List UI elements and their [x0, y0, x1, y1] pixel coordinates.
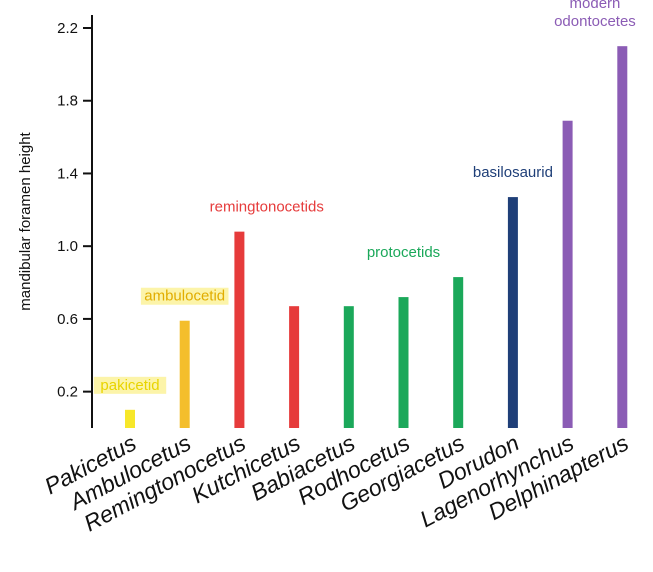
bar-pakicetus: [125, 409, 135, 428]
bar-kutchicetus: [289, 306, 300, 428]
axis-group: mandibular foramen height: [17, 15, 93, 428]
group-label-pakicetid: pakicetid: [100, 377, 159, 394]
y-tick-label: 2.2: [57, 20, 78, 37]
bars-group: [125, 46, 628, 429]
group-label-protocetids: protocetids: [367, 244, 440, 261]
bar-georgiacetus: [453, 277, 464, 428]
bar-delphinapterus: [617, 46, 628, 428]
group-label-highlight: [140, 287, 229, 305]
bar-lagenorhynchus: [562, 120, 573, 429]
y-axis-label: mandibular foramen height: [17, 131, 34, 310]
group-label-modern-odontocetes: modern odontocetes: [554, 0, 636, 30]
y-tick-label: 0.6: [57, 311, 78, 328]
bar-dorudon: [507, 197, 518, 428]
y-ticks-group: 0.2 0.6 1.0 1.4 1.8 2.2: [57, 20, 92, 401]
y-tick-label: 0.2: [57, 384, 78, 401]
group-labels-group: pakicetid ambulocetid remingtonocetids prot…: [93, 0, 636, 394]
y-tick-label: 1.8: [57, 93, 78, 110]
y-tick-label: 1.4: [57, 165, 78, 182]
group-label-remingtonocetids: remingtonocetids: [210, 199, 324, 216]
group-label-basilosaurid: basilosaurid: [473, 164, 553, 181]
group-label-highlight: [93, 376, 167, 394]
group-label-ambulocetid: ambulocetid: [144, 288, 225, 305]
category-labels-group: PakicetusAmbulocetusRemingtonocetusKutch…: [40, 429, 633, 536]
y-tick-label: 1.0: [57, 238, 78, 255]
bar-babiacetus: [343, 306, 354, 428]
bar-ambulocetus: [179, 320, 190, 428]
bar-rodhocetus: [398, 297, 409, 428]
bar-remingtonocetus: [234, 231, 245, 428]
